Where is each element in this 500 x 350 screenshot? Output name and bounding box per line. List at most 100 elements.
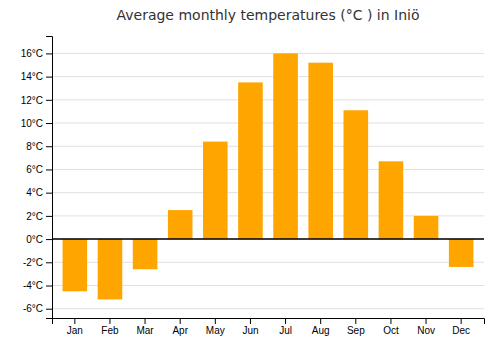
grid-line — [52, 76, 484, 77]
x-tick-label: Feb — [101, 325, 119, 336]
bar — [168, 210, 193, 239]
x-tick-mark — [74, 318, 75, 324]
y-tick: -4°C — [23, 280, 52, 291]
plot: -6°C -4°C -2°C 0°C 2°C 4°C 6°C 8°C 10°C 12°C 14°C 1… — [21, 37, 485, 337]
y-tick-mark — [46, 146, 52, 147]
grid-line — [52, 239, 484, 240]
x-tick-mark — [461, 318, 462, 324]
y-tick-label: 12°C — [21, 95, 43, 106]
grid-line — [52, 308, 484, 309]
x-tick-label: Oct — [383, 325, 399, 336]
bar — [449, 239, 474, 267]
x-tick-label: May — [206, 325, 225, 336]
y-tick-mark — [46, 216, 52, 217]
x-tick-label: Jul — [279, 325, 292, 336]
y-tick-mark — [46, 77, 52, 78]
bar — [308, 63, 333, 239]
y-tick: 10°C — [21, 118, 52, 129]
zero-line — [52, 238, 484, 240]
bar — [273, 53, 298, 239]
grid — [52, 53, 484, 308]
y-axis-line — [46, 37, 53, 319]
y-tick-mark — [46, 100, 52, 101]
x-tick-label: Mar — [136, 325, 154, 336]
y-tick-label: -6°C — [23, 303, 43, 314]
y-tick: 12°C — [21, 95, 52, 106]
bar — [238, 82, 263, 239]
grid-line — [52, 192, 484, 193]
x-tick: Nov — [417, 318, 435, 336]
grid-line — [52, 99, 484, 100]
x-tick-mark — [426, 318, 427, 324]
y-tick-label: -4°C — [23, 280, 43, 291]
x-tick-mark — [285, 318, 286, 324]
grid-line — [52, 123, 484, 124]
x-tick: Mar — [136, 318, 154, 336]
bar — [344, 110, 369, 239]
y-tick-label: -2°C — [23, 257, 43, 268]
x-tick-label: Nov — [417, 325, 435, 336]
y-tick-mark — [46, 239, 52, 240]
x-tick-mark — [180, 318, 181, 324]
bars — [63, 53, 474, 299]
x-tick-label: Apr — [172, 325, 188, 336]
x-tick-label: Jan — [67, 325, 83, 336]
y-tick: 16°C — [21, 48, 52, 59]
x-tick-label: Jun — [242, 325, 258, 336]
x-tick: Jun — [242, 318, 258, 336]
x-tick-label: Sep — [347, 325, 365, 336]
x-tick: Aug — [312, 318, 330, 336]
y-tick-label: 8°C — [26, 141, 43, 152]
y-tick-mark — [46, 193, 52, 194]
y-tick: 0°C — [26, 234, 52, 245]
title: Average monthly temperatures (°C ) in In… — [116, 7, 419, 23]
y-tick-mark — [46, 169, 52, 170]
y-tick-label: 0°C — [26, 234, 43, 245]
y-tick: 8°C — [26, 141, 52, 152]
x-tick-mark — [390, 318, 391, 324]
x-tick: Jul — [279, 318, 292, 336]
y-tick-mark — [46, 309, 52, 310]
y-axis: -6°C -4°C -2°C 0°C 2°C 4°C 6°C 8°C 10°C 12°C 14°C 1… — [21, 37, 53, 319]
bar — [63, 239, 88, 291]
y-tick-label: 16°C — [21, 48, 43, 59]
y-tick: 14°C — [21, 71, 52, 82]
y-tick-label: 4°C — [26, 187, 43, 198]
bar — [98, 239, 123, 299]
y-tick: 6°C — [26, 164, 52, 175]
y-tick-mark — [46, 123, 52, 124]
x-tick: Oct — [383, 318, 399, 336]
y-tick: -2°C — [23, 257, 52, 268]
x-tick-mark — [215, 318, 216, 324]
x-tick: Feb — [101, 318, 119, 336]
x-tick: Sep — [347, 318, 365, 336]
y-tick-label: 14°C — [21, 71, 43, 82]
x-tick: Apr — [172, 318, 188, 336]
x-tick-mark — [355, 318, 356, 324]
x-axis: Jan Feb Mar Apr May Jun Jul Aug Sep Oct Nov Dec — [53, 318, 485, 336]
y-tick: 4°C — [26, 187, 52, 198]
x-tick: Dec — [452, 318, 470, 336]
grid-line — [52, 169, 484, 170]
bar — [379, 161, 404, 239]
x-tick-mark — [320, 318, 321, 324]
x-tick: May — [206, 318, 225, 336]
y-tick: 2°C — [26, 211, 52, 222]
y-tick: -6°C — [23, 303, 52, 314]
y-tick-mark — [46, 53, 52, 54]
x-tick: Jan — [67, 318, 83, 336]
bar — [414, 216, 439, 239]
bar — [203, 142, 228, 239]
x-tick-mark — [250, 318, 251, 324]
x-tick-label: Aug — [312, 325, 330, 336]
x-tick-label: Dec — [452, 325, 470, 336]
bar — [133, 239, 158, 269]
chart: -6°C -4°C -2°C 0°C 2°C 4°C 6°C 8°C 10°C 12°C 14°C 1… — [0, 0, 500, 350]
grid-line — [52, 146, 484, 147]
y-tick-mark — [46, 286, 52, 287]
x-axis-line — [53, 319, 485, 325]
x-tick-mark — [109, 318, 110, 324]
y-tick-label: 2°C — [26, 211, 43, 222]
y-tick-label: 10°C — [21, 118, 43, 129]
x-tick-mark — [145, 318, 146, 324]
